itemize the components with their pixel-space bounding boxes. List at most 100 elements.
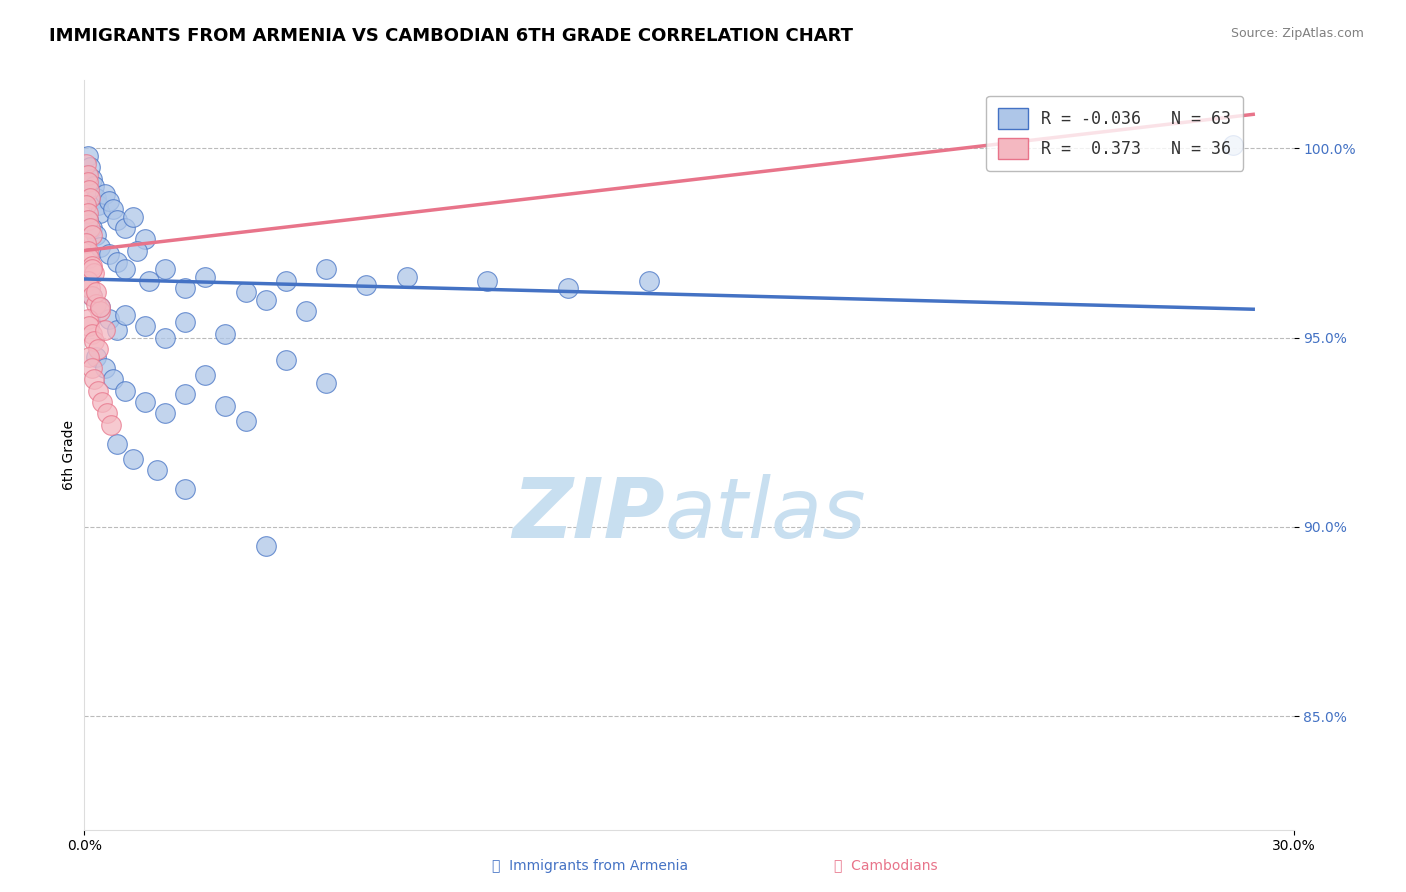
Point	[79, 161, 101, 175]
Point	[97, 311, 120, 326]
Point	[194, 270, 217, 285]
Point	[174, 281, 197, 295]
Point	[89, 301, 111, 315]
Text: ZIP: ZIP	[512, 475, 665, 556]
Point	[105, 255, 128, 269]
Point	[89, 301, 111, 315]
Point	[557, 281, 579, 295]
Point	[83, 372, 105, 386]
Point	[295, 304, 318, 318]
Point	[101, 372, 124, 386]
Point	[97, 194, 120, 209]
Point	[153, 330, 176, 344]
Point	[77, 251, 100, 265]
Point	[91, 395, 114, 409]
Point	[214, 399, 236, 413]
Point	[105, 323, 128, 337]
Point	[125, 244, 148, 258]
Point	[97, 247, 120, 261]
Point	[82, 289, 104, 303]
Point	[477, 274, 499, 288]
Point	[82, 228, 104, 243]
Point	[214, 326, 236, 341]
Point	[174, 387, 197, 401]
Point	[77, 183, 100, 197]
Point	[86, 228, 108, 243]
Point	[87, 384, 110, 398]
Point	[356, 277, 378, 292]
Point	[82, 220, 104, 235]
Point	[83, 266, 105, 280]
Point	[77, 274, 100, 288]
Point	[80, 360, 103, 375]
Point	[254, 539, 277, 553]
Point	[235, 285, 257, 300]
Point	[114, 308, 136, 322]
Point	[86, 296, 108, 310]
Point	[76, 244, 98, 258]
Point	[194, 368, 217, 383]
Point	[87, 342, 110, 356]
Point	[80, 259, 103, 273]
Point	[121, 451, 143, 466]
Point	[274, 274, 297, 288]
Point	[75, 156, 97, 170]
Text: IMMIGRANTS FROM ARMENIA VS CAMBODIAN 6TH GRADE CORRELATION CHART: IMMIGRANTS FROM ARMENIA VS CAMBODIAN 6TH…	[49, 27, 853, 45]
Point	[87, 198, 110, 212]
Point	[114, 384, 136, 398]
Point	[96, 406, 118, 420]
Point	[114, 262, 136, 277]
Legend: R = -0.036   N = 63, R =  0.373   N = 36: R = -0.036 N = 63, R = 0.373 N = 36	[986, 96, 1243, 170]
Point	[76, 205, 98, 219]
Point	[89, 205, 111, 219]
Point	[105, 436, 128, 450]
Point	[80, 326, 103, 341]
Point	[395, 270, 418, 285]
Point	[82, 289, 104, 303]
Point	[76, 311, 98, 326]
Point	[77, 176, 100, 190]
Point	[77, 319, 100, 334]
Text: Source: ZipAtlas.com: Source: ZipAtlas.com	[1230, 27, 1364, 40]
Point	[83, 334, 105, 349]
Point	[134, 232, 156, 246]
Point	[315, 262, 337, 277]
Point	[153, 262, 176, 277]
Point	[79, 220, 101, 235]
Point	[153, 406, 176, 420]
Point	[77, 213, 100, 227]
Point	[79, 191, 101, 205]
Point	[75, 198, 97, 212]
Point	[121, 210, 143, 224]
Point	[114, 220, 136, 235]
Point	[76, 168, 98, 182]
Point	[75, 235, 97, 250]
Point	[105, 213, 128, 227]
Point	[77, 213, 100, 227]
Point	[146, 463, 169, 477]
Point	[93, 186, 115, 201]
Point	[100, 417, 122, 432]
Y-axis label: 6th Grade: 6th Grade	[62, 420, 76, 490]
Point	[82, 262, 104, 277]
Text: atlas: atlas	[665, 475, 866, 556]
Point	[254, 293, 277, 307]
Point	[86, 350, 108, 364]
Point	[138, 274, 160, 288]
Point	[134, 395, 156, 409]
Point	[1222, 137, 1244, 152]
Text: ⬜  Cambodians: ⬜ Cambodians	[834, 859, 938, 872]
Point	[174, 482, 197, 496]
Point	[274, 353, 297, 368]
Point	[315, 376, 337, 390]
Point	[637, 274, 659, 288]
Point	[82, 171, 104, 186]
Point	[235, 414, 257, 428]
Point	[93, 360, 115, 375]
Point	[83, 179, 105, 194]
Point	[89, 304, 111, 318]
Point	[174, 316, 197, 330]
Point	[77, 350, 100, 364]
Point	[134, 319, 156, 334]
Point	[101, 202, 124, 216]
